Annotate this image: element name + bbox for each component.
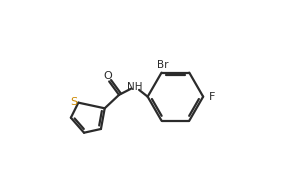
Text: O: O [103, 71, 112, 81]
Text: F: F [209, 92, 215, 102]
Text: NH: NH [127, 82, 143, 92]
Text: Br: Br [157, 60, 168, 70]
Text: S: S [70, 97, 77, 107]
